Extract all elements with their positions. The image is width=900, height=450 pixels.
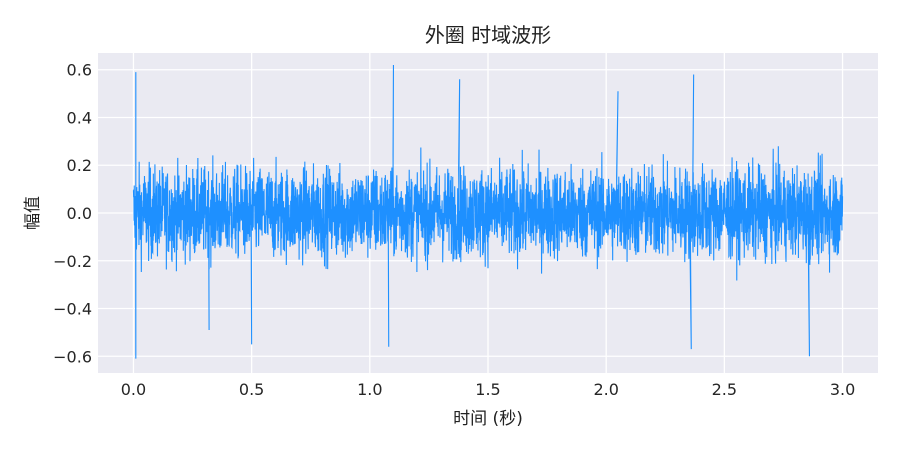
y-tick-label: −0.2 <box>53 252 92 271</box>
y-tick-label: 0.4 <box>67 108 92 127</box>
signal-series-line <box>132 64 844 359</box>
y-tick-labels: −0.6 −0.4 −0.2 0.0 0.2 0.4 0.6 <box>53 61 92 367</box>
chart-title: 外圈 时域波形 <box>425 23 551 47</box>
x-axis-label: 时间 (秒) <box>453 409 523 429</box>
y-tick-label: 0.0 <box>67 204 92 223</box>
y-axis-label: 幅值 <box>23 196 43 230</box>
x-tick-label: 0.0 <box>121 380 146 399</box>
x-tick-label: 2.0 <box>593 380 618 399</box>
y-tick-label: 0.6 <box>67 61 92 80</box>
y-tick-label: −0.4 <box>53 300 92 319</box>
x-tick-label: 0.5 <box>239 380 264 399</box>
x-tick-label: 3.0 <box>830 380 855 399</box>
y-tick-label: −0.6 <box>53 347 92 366</box>
x-tick-label: 1.0 <box>357 380 382 399</box>
x-tick-label: 2.5 <box>712 380 737 399</box>
y-tick-label: 0.2 <box>67 156 92 175</box>
x-tick-labels: 0.0 0.5 1.0 1.5 2.0 2.5 3.0 <box>121 380 856 399</box>
x-tick-label: 1.5 <box>475 380 500 399</box>
